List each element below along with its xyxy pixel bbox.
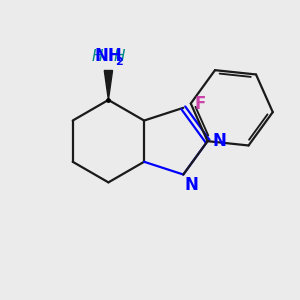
Text: N: N	[213, 132, 227, 150]
Text: H: H	[114, 49, 125, 64]
Text: F: F	[194, 94, 206, 112]
Text: N: N	[185, 176, 199, 194]
Polygon shape	[104, 70, 112, 100]
Text: 2: 2	[115, 57, 123, 67]
Text: NH: NH	[94, 46, 122, 64]
Text: H: H	[92, 49, 103, 64]
